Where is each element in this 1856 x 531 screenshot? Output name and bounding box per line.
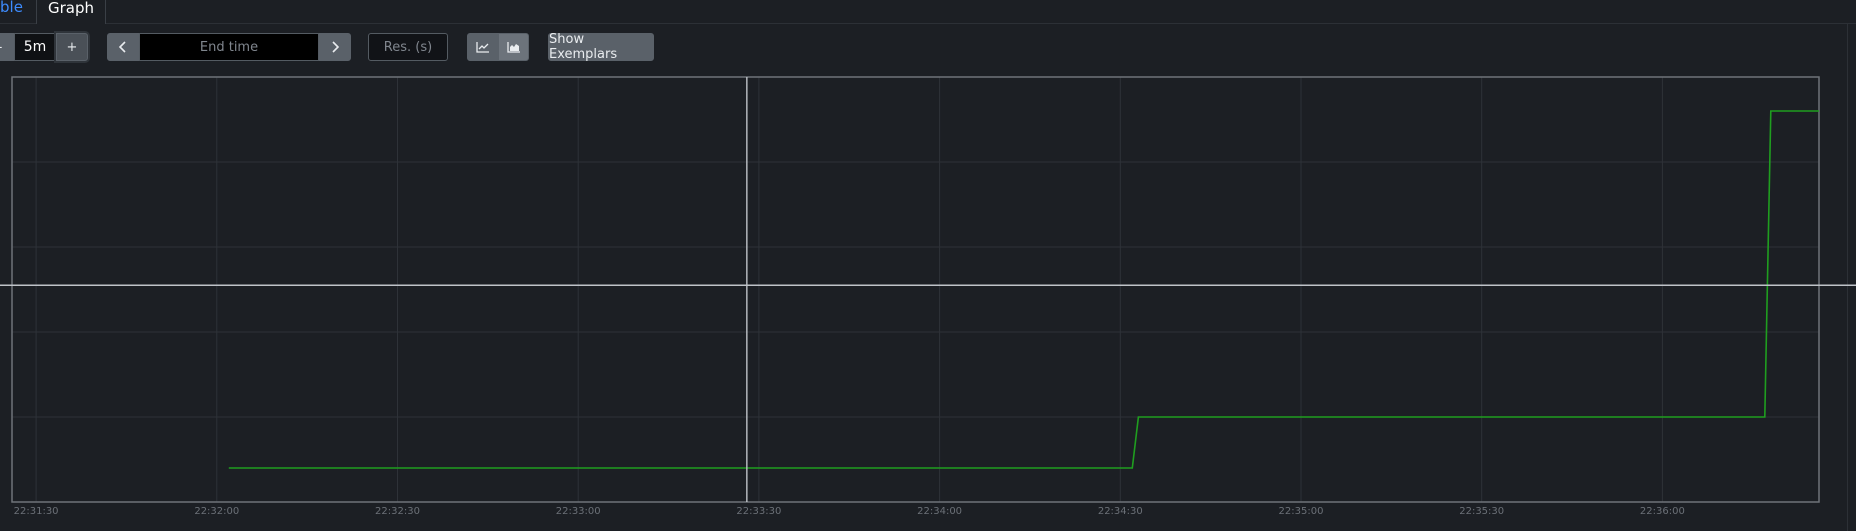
area-chart-icon <box>506 42 520 53</box>
x-tick-label: 22:32:30 <box>375 506 420 517</box>
series-line <box>228 110 1819 469</box>
end-time-back-button[interactable] <box>107 33 139 61</box>
chevron-right-icon <box>332 41 340 53</box>
end-time-forward-button[interactable] <box>319 33 351 61</box>
x-tick-label: 22:35:30 <box>1459 506 1504 517</box>
line-chart-icon <box>475 42 489 53</box>
stacked-chart-button[interactable] <box>498 33 529 61</box>
decrease-range-button[interactable]: - <box>0 33 14 61</box>
x-tick-label: 22:33:30 <box>736 506 781 517</box>
x-tick-label: 22:34:00 <box>917 506 962 517</box>
x-tick-label: 22:36:00 <box>1640 506 1685 517</box>
show-exemplars-button[interactable]: Show Exemplars <box>548 32 654 62</box>
x-tick-label: 22:33:00 <box>556 506 601 517</box>
end-time-input[interactable]: End time <box>139 33 319 61</box>
x-tick-label: 22:35:00 <box>1279 506 1324 517</box>
chevron-left-icon <box>118 41 126 53</box>
unstacked-chart-button[interactable] <box>467 33 498 61</box>
tab-table[interactable]: ble <box>0 0 23 16</box>
x-tick-label: 22:31:30 <box>14 506 59 517</box>
increase-range-button[interactable]: + <box>56 33 88 61</box>
tab-graph[interactable]: Graph <box>36 0 106 24</box>
plot-area-border <box>11 76 1820 503</box>
resolution-input[interactable]: Res. (s) <box>368 33 448 61</box>
panel-tabs: ble Graph <box>0 0 1856 24</box>
x-tick-label: 22:34:30 <box>1098 506 1143 517</box>
range-input[interactable]: 5m <box>14 33 56 61</box>
graph-panel <box>0 23 1848 531</box>
x-tick-label: 22:32:00 <box>194 506 239 517</box>
